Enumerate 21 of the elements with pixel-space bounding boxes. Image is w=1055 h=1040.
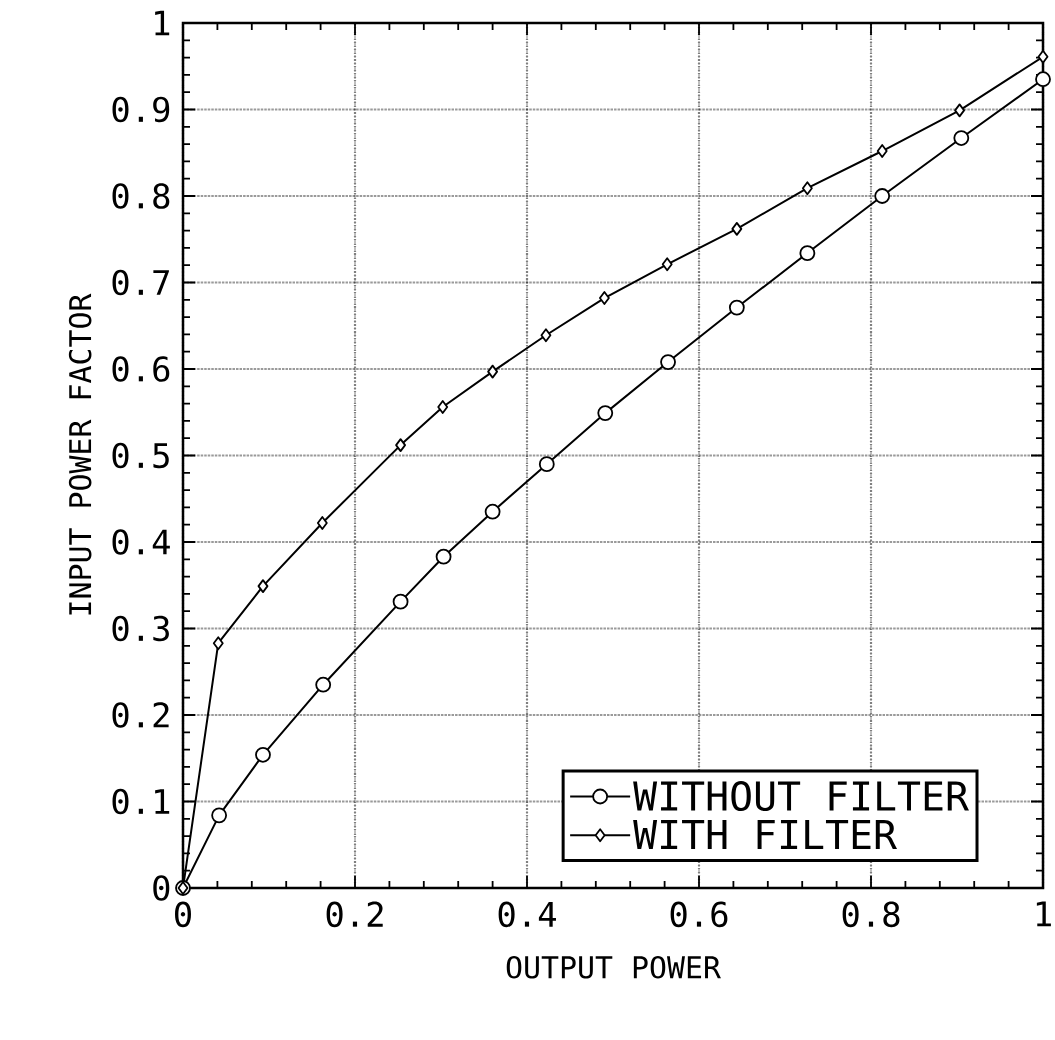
y-tick-label: 0.2: [112, 702, 169, 728]
x-tick-label: 1: [1036, 901, 1051, 927]
y-tick-label: 0.6: [112, 356, 170, 382]
x-tick-label: 0.2: [326, 901, 383, 928]
x-tick-label: 0.4: [498, 901, 556, 928]
y-tick-label: 0.3: [112, 615, 169, 642]
y-tick-label: 0.1: [112, 788, 170, 815]
y-tick-label: 0.7: [112, 269, 169, 296]
x-axis-title: OUTPUT POWER: [506, 955, 721, 979]
y-tick-label: 0.9: [112, 96, 170, 123]
x-tick-label: 0.6: [670, 901, 728, 928]
x-tick-label: 0: [175, 901, 191, 928]
legend-label: WITH FILTER: [633, 820, 898, 850]
y-tick-label: 0.4: [112, 529, 170, 555]
y-tick-label: 1: [155, 10, 170, 36]
y-tick-label: 0: [153, 875, 170, 901]
y-tick-label: 0.5: [112, 442, 169, 469]
y-tick-label: 0.8: [112, 183, 170, 209]
y-axis-title: INPUT POWER FACTOR: [68, 293, 92, 615]
x-tick-label: 0.8: [842, 901, 900, 928]
legend-label: WITHOUT FILTER: [633, 780, 969, 812]
